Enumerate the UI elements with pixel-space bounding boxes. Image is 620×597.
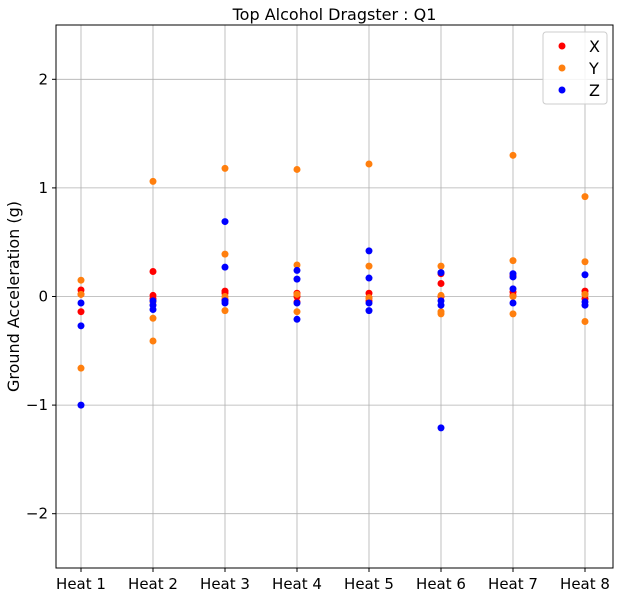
data-point-z bbox=[581, 301, 589, 309]
x-tick-label: Heat 4 bbox=[272, 575, 322, 593]
data-point-z bbox=[149, 306, 157, 314]
x-tick-label: Heat 3 bbox=[200, 575, 250, 593]
data-point-z bbox=[365, 307, 373, 315]
data-point-y bbox=[293, 261, 301, 269]
legend-label-y: Y bbox=[588, 59, 599, 78]
legend: XYZ bbox=[542, 31, 608, 105]
data-point-z bbox=[77, 299, 85, 307]
data-point-z bbox=[365, 247, 373, 255]
data-point-y bbox=[77, 290, 85, 298]
legend-marker-x bbox=[558, 42, 566, 50]
data-point-y bbox=[365, 160, 373, 168]
data-point-x bbox=[77, 308, 85, 316]
data-point-y bbox=[293, 308, 301, 316]
x-tick-label: Heat 1 bbox=[56, 575, 106, 593]
chart-title: Top Alcohol Dragster : Q1 bbox=[232, 5, 437, 24]
data-point-y bbox=[581, 290, 589, 298]
data-point-z bbox=[365, 299, 373, 307]
data-point-y bbox=[437, 262, 445, 270]
y-tick-label: 1 bbox=[38, 179, 48, 197]
data-point-z bbox=[221, 299, 229, 307]
data-point-y bbox=[581, 258, 589, 266]
axes: Heat 1 Heat 2 Heat 3 Heat 4 Heat 5 Heat 6 Heat… bbox=[26, 70, 610, 593]
data-point-y bbox=[293, 290, 301, 298]
data-point-z bbox=[293, 299, 301, 307]
data-point-z bbox=[293, 315, 301, 323]
x-tick-label: Heat 5 bbox=[344, 575, 394, 593]
data-point-y bbox=[365, 294, 373, 302]
data-point-x bbox=[149, 268, 157, 276]
data-point-y bbox=[509, 151, 517, 159]
data-point-z bbox=[77, 322, 85, 330]
data-point-y bbox=[509, 310, 517, 318]
y-tick-label: 2 bbox=[38, 70, 48, 88]
data-point-z bbox=[509, 273, 517, 281]
data-point-y bbox=[221, 250, 229, 258]
data-point-y bbox=[293, 165, 301, 173]
data-point-z bbox=[437, 269, 445, 277]
y-tick-label: 0 bbox=[38, 288, 48, 306]
data-point-y bbox=[437, 310, 445, 318]
data-point-y bbox=[365, 262, 373, 270]
y-tick-label: −2 bbox=[26, 505, 48, 523]
legend-label-z: Z bbox=[589, 81, 600, 100]
data-point-z bbox=[437, 424, 445, 432]
y-axis-label: Ground Acceleration (g) bbox=[4, 201, 23, 392]
x-tick-label: Heat 2 bbox=[128, 575, 178, 593]
data-point-z bbox=[509, 285, 517, 293]
data-point-z bbox=[293, 266, 301, 274]
data-point-x bbox=[437, 279, 445, 287]
data-points bbox=[77, 151, 589, 432]
series-z bbox=[77, 218, 589, 432]
data-point-y bbox=[509, 293, 517, 300]
data-point-y bbox=[509, 257, 517, 265]
data-point-y bbox=[149, 337, 157, 345]
data-point-y bbox=[581, 317, 589, 325]
data-point-z bbox=[365, 274, 373, 282]
data-point-y bbox=[77, 364, 85, 372]
data-point-y bbox=[149, 314, 157, 322]
data-point-z bbox=[77, 401, 85, 409]
data-point-z bbox=[509, 299, 517, 307]
data-point-y bbox=[581, 193, 589, 201]
legend-marker-z bbox=[558, 86, 566, 94]
data-point-z bbox=[221, 218, 229, 226]
legend-box bbox=[542, 31, 608, 105]
data-point-z bbox=[293, 275, 301, 283]
data-point-y bbox=[149, 177, 157, 185]
data-point-y bbox=[221, 307, 229, 315]
y-tick-label: −1 bbox=[26, 396, 48, 414]
x-tick-label: Heat 8 bbox=[560, 575, 610, 593]
data-point-y bbox=[437, 291, 445, 299]
legend-label-x: X bbox=[589, 37, 600, 56]
x-tick-label: Heat 7 bbox=[488, 575, 538, 593]
data-point-z bbox=[437, 301, 445, 309]
data-point-y bbox=[77, 276, 85, 284]
data-point-y bbox=[221, 164, 229, 172]
data-point-z bbox=[581, 271, 589, 279]
data-point-z bbox=[221, 263, 229, 271]
legend-marker-y bbox=[558, 64, 566, 72]
x-tick-label: Heat 6 bbox=[416, 575, 466, 593]
